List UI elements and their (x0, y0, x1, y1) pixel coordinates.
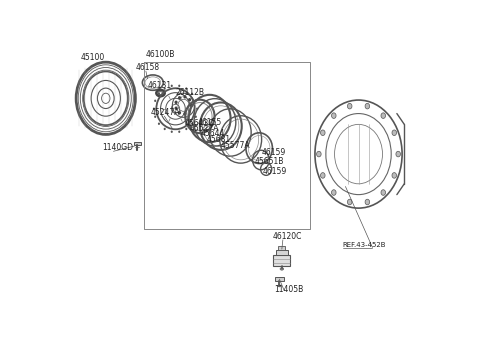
Ellipse shape (175, 100, 178, 104)
Ellipse shape (175, 106, 178, 110)
Ellipse shape (195, 116, 197, 118)
Ellipse shape (321, 173, 325, 178)
Text: 1140GD: 1140GD (102, 144, 133, 152)
Bar (276, 250, 288, 255)
Ellipse shape (278, 285, 281, 287)
Ellipse shape (154, 116, 156, 118)
Ellipse shape (348, 199, 352, 205)
Text: 46159: 46159 (262, 148, 286, 157)
Ellipse shape (381, 113, 385, 118)
Ellipse shape (185, 88, 187, 90)
Text: 46155: 46155 (197, 118, 222, 127)
Ellipse shape (190, 104, 193, 107)
Ellipse shape (171, 85, 173, 87)
Text: 45247A: 45247A (151, 108, 180, 118)
Ellipse shape (381, 190, 385, 195)
Ellipse shape (332, 190, 336, 195)
Ellipse shape (153, 107, 155, 110)
Text: 26112B: 26112B (176, 88, 204, 97)
Ellipse shape (154, 99, 156, 102)
Ellipse shape (178, 131, 180, 133)
Ellipse shape (188, 109, 191, 113)
Ellipse shape (191, 122, 193, 125)
Text: 46120C: 46120C (273, 232, 302, 240)
Ellipse shape (188, 98, 191, 102)
Text: 45643C: 45643C (184, 119, 214, 128)
Ellipse shape (158, 92, 160, 95)
Ellipse shape (158, 122, 160, 125)
Text: 45527A: 45527A (190, 124, 219, 133)
Ellipse shape (196, 107, 198, 110)
Text: 46100B: 46100B (145, 50, 175, 59)
Ellipse shape (183, 95, 186, 99)
Ellipse shape (178, 85, 180, 87)
Text: 45100: 45100 (81, 53, 105, 62)
Text: 45577A: 45577A (220, 141, 250, 150)
Bar (133, 142, 141, 145)
Ellipse shape (183, 112, 186, 116)
Ellipse shape (156, 90, 165, 96)
Bar (275, 277, 284, 281)
Bar (274, 255, 290, 266)
Ellipse shape (195, 99, 197, 102)
Ellipse shape (164, 128, 166, 130)
Ellipse shape (178, 111, 181, 114)
Ellipse shape (191, 92, 193, 95)
Text: 46158: 46158 (135, 63, 159, 72)
Ellipse shape (365, 103, 370, 109)
Ellipse shape (392, 173, 396, 178)
Ellipse shape (171, 131, 173, 133)
Ellipse shape (332, 113, 336, 118)
Ellipse shape (164, 88, 166, 90)
Bar (278, 246, 285, 250)
Ellipse shape (392, 130, 396, 135)
Ellipse shape (321, 130, 325, 135)
Ellipse shape (396, 151, 400, 157)
Text: REF.43-452B: REF.43-452B (343, 241, 386, 247)
Text: 46131: 46131 (147, 80, 171, 90)
Text: 46159: 46159 (263, 167, 287, 176)
Ellipse shape (348, 103, 352, 109)
Ellipse shape (158, 92, 162, 94)
Text: 45681: 45681 (206, 135, 230, 144)
Text: 45651B: 45651B (255, 157, 284, 166)
Ellipse shape (317, 151, 321, 157)
Ellipse shape (365, 199, 370, 205)
Ellipse shape (280, 268, 284, 270)
Text: 11405B: 11405B (274, 285, 303, 294)
Ellipse shape (185, 128, 187, 130)
Text: 45644: 45644 (201, 130, 225, 138)
Ellipse shape (178, 96, 181, 99)
